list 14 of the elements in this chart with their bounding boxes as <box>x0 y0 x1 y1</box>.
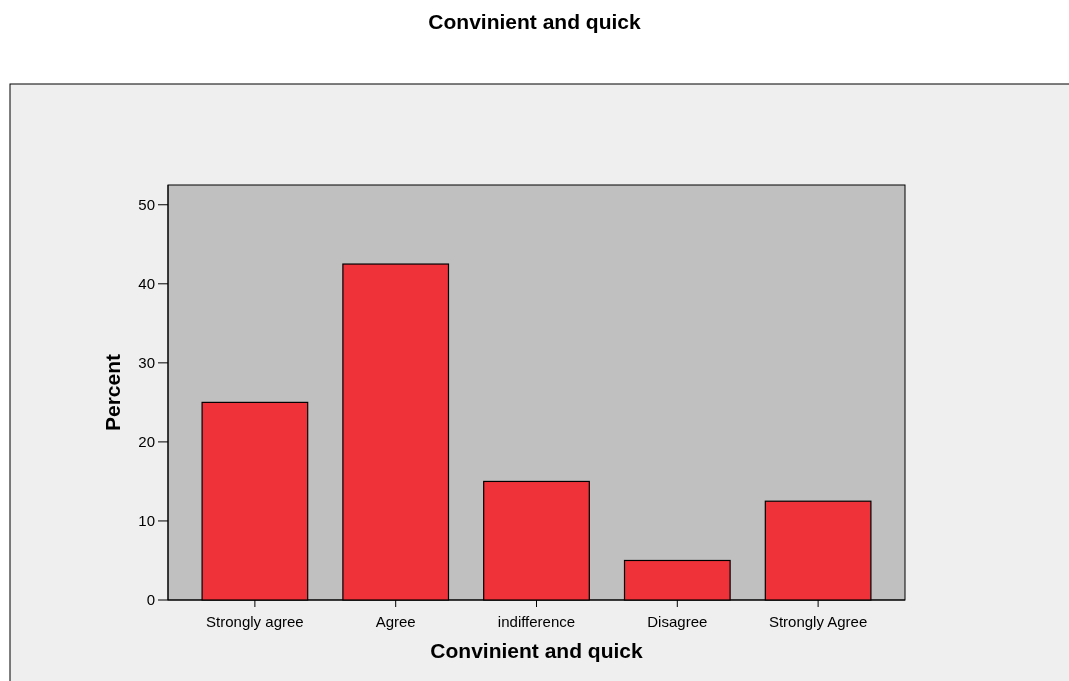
chart-title: Convinient and quick <box>428 10 641 33</box>
x-tick-label: indifference <box>497 613 576 630</box>
y-tick-label: 30 <box>138 354 155 372</box>
y-tick-label: 0 <box>146 591 155 609</box>
y-tick-label: 20 <box>138 433 155 451</box>
y-tick-label: 50 <box>138 196 155 214</box>
y-axis-title: Percent <box>101 353 124 432</box>
x-tick-label: Disagree <box>647 613 708 630</box>
x-axis-title: Convinient and quick <box>430 639 643 662</box>
y-tick-label: 40 <box>138 275 155 293</box>
y-tick-label: 10 <box>138 512 155 530</box>
x-tick-label: Strongly agree <box>206 613 304 630</box>
x-tick-label: Agree <box>375 613 416 630</box>
x-tick-label: Strongly Agree <box>768 613 868 630</box>
